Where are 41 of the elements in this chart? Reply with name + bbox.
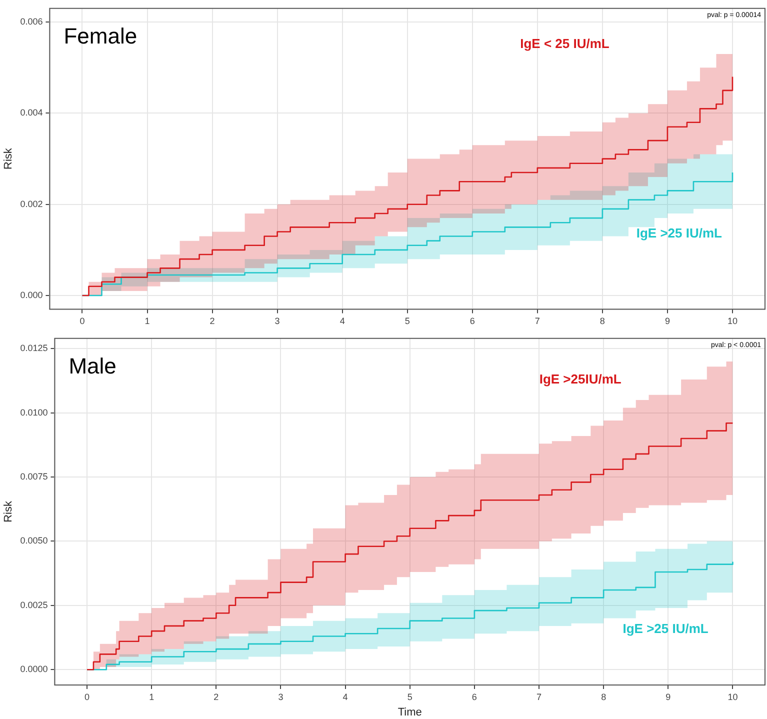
y-tick-label: 0.004: [20, 108, 43, 118]
x-tick-label: 7: [534, 316, 540, 326]
x-tick-label: 1: [149, 692, 154, 702]
x-tick-label: 10: [727, 316, 738, 326]
y-tick-label: 0.006: [20, 16, 43, 27]
x-tick-label: 6: [472, 692, 477, 702]
x-tick-label: 8: [601, 692, 606, 702]
y-tick-label: 0.0000: [20, 664, 48, 674]
x-tick-label: 4: [340, 316, 345, 326]
x-tick-label: 3: [274, 316, 280, 326]
x-tick-label: 4: [342, 692, 348, 702]
y-axis-title: Risk: [2, 148, 15, 170]
y-tick-label: 0.0050: [20, 536, 48, 546]
x-tick-label: 0: [80, 316, 85, 326]
x-tick-label: 7: [536, 692, 542, 702]
x-tick-label: 10: [728, 692, 738, 702]
x-tick-label: 2: [210, 316, 215, 326]
x-tick-label: 9: [664, 316, 670, 326]
y-tick-label: 0.0125: [20, 343, 48, 354]
text: IgE < 25 IU/mL: [520, 36, 610, 52]
y-tick-label: 0.0025: [20, 600, 48, 610]
text: Female: [64, 23, 138, 48]
y-tick-label: 0.000: [20, 290, 43, 300]
x-tick-label: 3: [278, 692, 284, 702]
x-tick-label: 2: [214, 692, 219, 702]
x-tick-label: 1: [144, 316, 150, 326]
x-tick-label: 9: [666, 692, 671, 702]
y-tick-label: 0.002: [20, 198, 43, 209]
x-tick-label: 0: [84, 692, 90, 702]
x-tick-label: 8: [600, 316, 605, 326]
text: IgE >25 IU/mL: [622, 621, 708, 636]
x-tick-label: 6: [470, 316, 475, 326]
y-tick-label: 0.0100: [20, 407, 48, 418]
series-label: IgE >25 IU/mL: [636, 226, 722, 241]
x-tick-label: 5: [407, 692, 412, 702]
y-tick-label: 0.0075: [20, 472, 48, 482]
y-axis-title: Risk: [2, 500, 15, 522]
text: Male: [68, 353, 116, 378]
text: IgE >25IU/mL: [539, 372, 622, 387]
x-tick-label: 5: [404, 316, 410, 326]
x-axis-title: Time: [398, 706, 422, 718]
